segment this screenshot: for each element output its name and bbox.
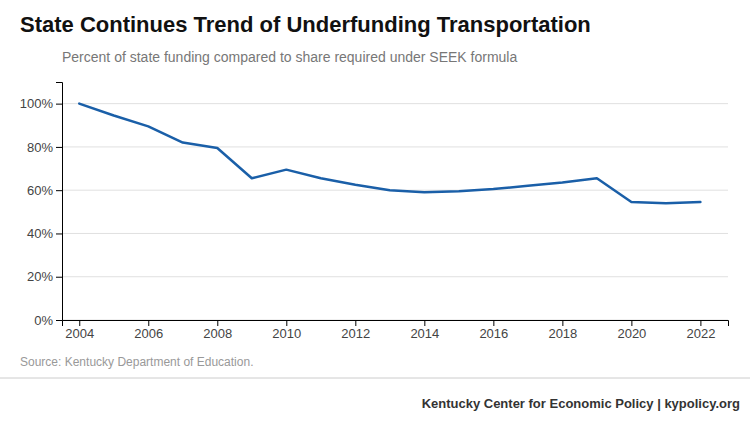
x-tick-mark [700,320,701,326]
grid-line [62,103,728,104]
x-tick-label: 2020 [617,326,646,341]
x-tick-label: 2014 [410,326,439,341]
x-tick-mark [562,320,563,326]
y-tick-mark [56,104,62,105]
x-tick-mark [148,320,149,326]
x-tick-label: 2010 [272,326,301,341]
x-tick: 2014 [410,320,439,341]
y-tick: 80% [27,140,62,155]
source: Source: Kentucky Department of Education… [20,355,253,369]
y-tick-mark [56,147,62,148]
x-tick-mark [79,320,80,326]
chart: State Continues Trend of Underfunding Tr… [0,0,750,428]
x-tick: 2016 [479,320,508,341]
x-tick-mark [355,320,356,326]
series [79,104,700,204]
x-tick-mark [424,320,425,326]
y-axis: 0% 20% 40% 60% 80% 100% [20,83,63,328]
subtitle: Percent of state funding compared to sha… [62,49,517,65]
x-tick-label: 2006 [134,326,163,341]
y-tick: 40% [27,226,62,241]
y-tick: 20% [27,269,62,284]
x-tick: 2022 [686,320,715,341]
x-tick-mark [493,320,494,326]
x-tick-label: 2022 [686,326,715,341]
x-tick: 2008 [203,320,232,341]
grid-line [62,146,728,147]
x-tick: 2006 [134,320,163,341]
y-tick-label: 0% [34,313,53,328]
grid-line [62,233,728,234]
y-tick-label: 60% [27,183,53,198]
x-tick: 2020 [617,320,646,341]
line [79,104,700,204]
y-tick: 100% [20,96,62,111]
y-tick-label: 80% [27,140,53,155]
x-tick-label: 2012 [341,326,370,341]
y-tick-mark [56,190,62,191]
x-tick-label: 2018 [548,326,577,341]
x-tick: 2010 [272,320,301,341]
x-tick-mark [286,320,287,326]
grid [62,104,728,320]
x-axis: 2004 2006 2008 2010 2012 2014 2016 2018 2020 2022 [63,320,729,341]
x-tick-label: 2004 [65,326,94,341]
x-tick-label: 2008 [203,326,232,341]
y-tick-mark [56,233,62,234]
grid-line [62,276,728,277]
x-axis-line [63,321,729,327]
title: State Continues Trend of Underfunding Tr… [20,12,591,37]
footer-rule [0,378,750,379]
x-tick-label: 2016 [479,326,508,341]
x-tick: 2012 [341,320,370,341]
y-tick-label: 40% [27,226,53,241]
x-tick: 2004 [65,320,94,341]
plot: 2004 2006 2008 2010 2012 2014 2016 2018 2020 2022… [20,83,729,342]
x-tick-mark [217,320,218,326]
footer: Kentucky Center for Economic Policy | ky… [422,396,740,411]
y-tick: 0% [34,313,62,328]
y-tick-mark [56,320,62,321]
y-tick-label: 100% [20,96,54,111]
x-tick-mark [631,320,632,326]
y-tick: 60% [27,183,62,198]
y-tick-mark [56,277,62,278]
y-axis-line [56,83,63,321]
x-tick: 2018 [548,320,577,341]
y-tick-label: 20% [27,269,53,284]
